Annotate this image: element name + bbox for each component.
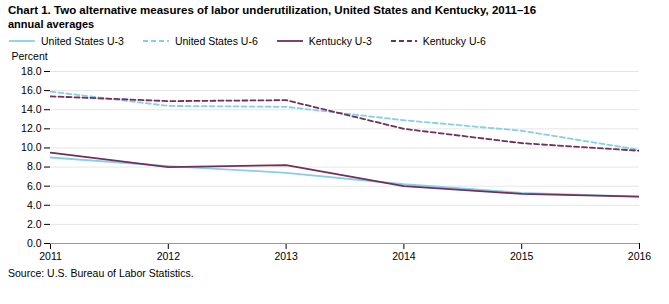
html-text:Kentucky U-6: Kentucky U-6	[422, 35, 486, 47]
html-text:Source: U.S. Bureau of Labor S: Source: U.S. Bureau of Labor Statistics.	[8, 267, 194, 279]
html-text:United States U-3: United States U-3	[41, 35, 124, 47]
svg-text:2.0: 2.0	[27, 218, 42, 230]
svg-text:2013: 2013	[274, 250, 298, 262]
svg-text:2015: 2015	[510, 250, 534, 262]
svg-text:6.0: 6.0	[27, 180, 42, 192]
svg-text:2014: 2014	[392, 250, 416, 262]
svg-text:16.0: 16.0	[21, 84, 42, 96]
svg-text:10.0: 10.0	[21, 141, 42, 153]
svg-text:12.0: 12.0	[21, 122, 42, 134]
svg-text:4.0: 4.0	[27, 199, 42, 211]
svg-text:8.0: 8.0	[27, 160, 42, 172]
html-text:annual averages: annual averages	[8, 18, 95, 30]
html-text:United States U-6: United States U-6	[174, 35, 258, 47]
svg-text:2011: 2011	[39, 250, 62, 262]
svg-text:Percent: Percent	[12, 50, 48, 62]
svg-text:2016: 2016	[628, 250, 652, 262]
svg-text:0.0: 0.0	[27, 237, 42, 249]
svg-text:14.0: 14.0	[21, 103, 42, 115]
html-text:Kentucky U-3: Kentucky U-3	[308, 35, 372, 47]
html-text:Chart 1. Two alternative measu: Chart 1. Two alternative measures of lab…	[8, 4, 537, 16]
svg-text:18.0: 18.0	[21, 65, 42, 77]
svg-text:2012: 2012	[157, 250, 181, 262]
